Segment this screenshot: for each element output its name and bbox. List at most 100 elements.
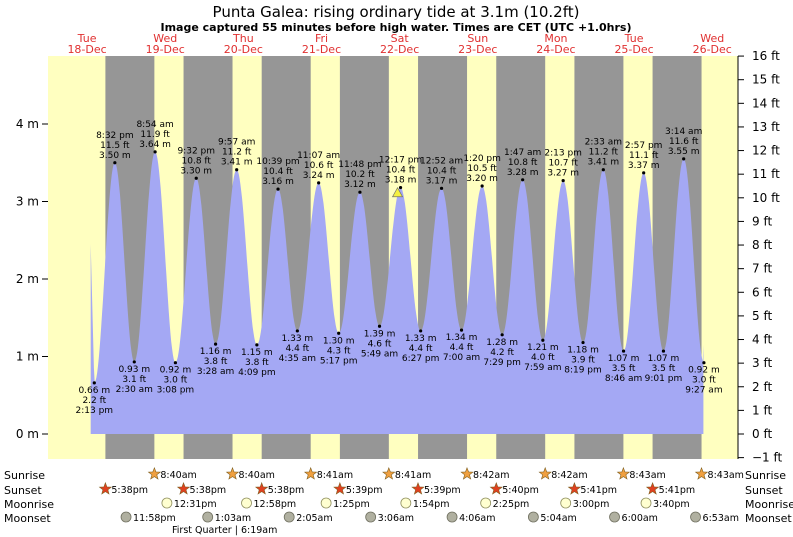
low-ft-label: 4.4 ft xyxy=(409,344,433,354)
low-time-label: 8:19 pm xyxy=(564,366,602,376)
moonset-time-label: 4:06am xyxy=(459,513,495,524)
low-time-label: 2:13 pm xyxy=(76,406,114,416)
low-ft-label: 4.4 ft xyxy=(285,344,309,354)
sunrise-star-icon xyxy=(382,466,396,480)
day-date-label: 18-Dec xyxy=(67,43,106,56)
moonrise-time-label: 1:54pm xyxy=(413,499,450,510)
day-name-label: Fri xyxy=(315,32,328,45)
high-time-label: 1:47 am xyxy=(504,148,541,158)
low-m-label: 1.18 m xyxy=(567,346,599,356)
left-tick-label: 1 m xyxy=(16,350,39,364)
axes: 0 m 1 m 2 m 3 m 4 m −1 ft 0 ft 1 ft 2 ft 3 ft 4 ft… xyxy=(16,49,783,465)
high-m-label: 3.18 m xyxy=(385,176,417,186)
left-tick-label: 2 m xyxy=(16,272,39,286)
low-ft-label: 3.5 ft xyxy=(652,364,676,374)
sunset-time-label: 5:38pm xyxy=(268,485,305,496)
moonrise-time-label: 2:25pm xyxy=(493,499,530,510)
moonrise-time-label: 3:40pm xyxy=(653,499,690,510)
extreme-point xyxy=(255,343,259,347)
low-time-label: 6:27 pm xyxy=(402,354,440,364)
extreme-point xyxy=(581,340,585,345)
low-time-label: 9:01 pm xyxy=(645,374,683,384)
extreme-point xyxy=(561,178,565,183)
sunrise-row-label-right: Sunrise xyxy=(745,469,786,482)
low-time-label: 7:29 pm xyxy=(483,358,521,368)
right-tick-label: 13 ft xyxy=(752,120,780,134)
moonset-time-label: 1:03am xyxy=(215,513,251,524)
extreme-point xyxy=(682,157,686,161)
right-tick-label: 15 ft xyxy=(752,73,780,87)
low-time-label: 4:35 am xyxy=(279,354,316,364)
right-tick-label: 4 ft xyxy=(752,333,772,347)
day-date-label: 21-Dec xyxy=(302,43,341,56)
low-ft-label: 4.6 ft xyxy=(368,339,392,349)
sunrise-star-icon xyxy=(225,466,240,480)
high-m-label: 3.41 m xyxy=(221,158,253,168)
extreme-point xyxy=(358,190,362,194)
moonset-icon xyxy=(609,511,620,523)
sunset-time-label: 5:40pm xyxy=(502,485,539,496)
sunset-time-label: 5:39pm xyxy=(424,485,461,496)
low-m-label: 1.07 m xyxy=(648,354,680,364)
sunset-star-icon xyxy=(254,481,269,495)
day-name-label: Tue xyxy=(77,32,97,45)
moonrise-row-label-right: Moonrise xyxy=(745,498,793,511)
moonset-icon xyxy=(120,511,132,523)
high-time-label: 8:54 am xyxy=(136,120,173,130)
sunrise-star-icon xyxy=(616,466,631,480)
low-m-label: 1.28 m xyxy=(486,338,518,348)
moonset-row-label-right: Moonset xyxy=(745,512,792,525)
high-ft-label: 10.6 ft xyxy=(304,161,334,171)
low-time-label: 5:49 am xyxy=(361,349,398,359)
high-ft-label: 11.2 ft xyxy=(589,148,619,158)
low-m-label: 1.34 m xyxy=(446,333,478,343)
low-time-label: 2:30 am xyxy=(116,385,153,395)
right-tick-label: 16 ft xyxy=(752,49,780,63)
sunset-time-label: 5:38pm xyxy=(111,485,148,496)
moonset-icon xyxy=(527,511,539,523)
high-m-label: 3.55 m xyxy=(668,147,700,157)
sunrise-time-label: 8:40am xyxy=(239,470,275,481)
day-date-label: 26-Dec xyxy=(693,43,732,56)
day-name-label: Mon xyxy=(544,32,567,45)
extreme-point xyxy=(459,328,464,332)
extreme-point xyxy=(92,381,96,385)
sunrise-row-label-left: Sunrise xyxy=(4,469,45,482)
sunrise-star-icon xyxy=(303,466,318,480)
low-ft-label: 4.3 ft xyxy=(327,346,351,356)
high-ft-label: 10.7 ft xyxy=(548,159,578,169)
sunset-star-icon xyxy=(176,481,191,495)
extreme-point xyxy=(621,349,626,353)
sunset-time-label: 5:39pm xyxy=(346,485,383,496)
extreme-point xyxy=(702,361,706,365)
day-date-label: 19-Dec xyxy=(146,43,185,56)
sunset-star-icon xyxy=(411,481,425,495)
day-date-label: 25-Dec xyxy=(614,43,653,56)
high-ft-label: 11.1 ft xyxy=(629,151,659,161)
low-m-label: 0.92 m xyxy=(160,366,192,376)
high-m-label: 3.30 m xyxy=(180,166,212,176)
low-m-label: 0.93 m xyxy=(118,365,150,375)
moonset-icon xyxy=(446,511,458,523)
moonrise-time-label: 3:00pm xyxy=(573,499,610,510)
extreme-point xyxy=(153,150,157,154)
moonrise-icon xyxy=(241,497,252,509)
extreme-point xyxy=(419,329,423,333)
extreme-point xyxy=(541,338,545,342)
moonset-icon xyxy=(690,511,701,523)
moonset-icon xyxy=(283,511,295,523)
high-time-label: 2:57 pm xyxy=(625,141,663,151)
extreme-point xyxy=(398,185,403,190)
low-m-label: 0.92 m xyxy=(688,366,720,376)
sunrise-time-label: 8:40am xyxy=(160,470,196,481)
right-tick-label: 0 ft xyxy=(752,427,772,441)
moonset-time-label: 5:04am xyxy=(540,513,576,524)
low-ft-label: 3.9 ft xyxy=(571,356,595,366)
day-name-label: Wed xyxy=(700,32,724,45)
low-m-label: 0.66 m xyxy=(78,386,110,396)
day-name-label: Wed xyxy=(153,32,177,45)
current-tide-marker xyxy=(391,187,404,198)
low-m-label: 1.33 m xyxy=(405,334,437,344)
chart-title: Punta Galea: rising ordinary tide at 3.1… xyxy=(213,3,580,21)
